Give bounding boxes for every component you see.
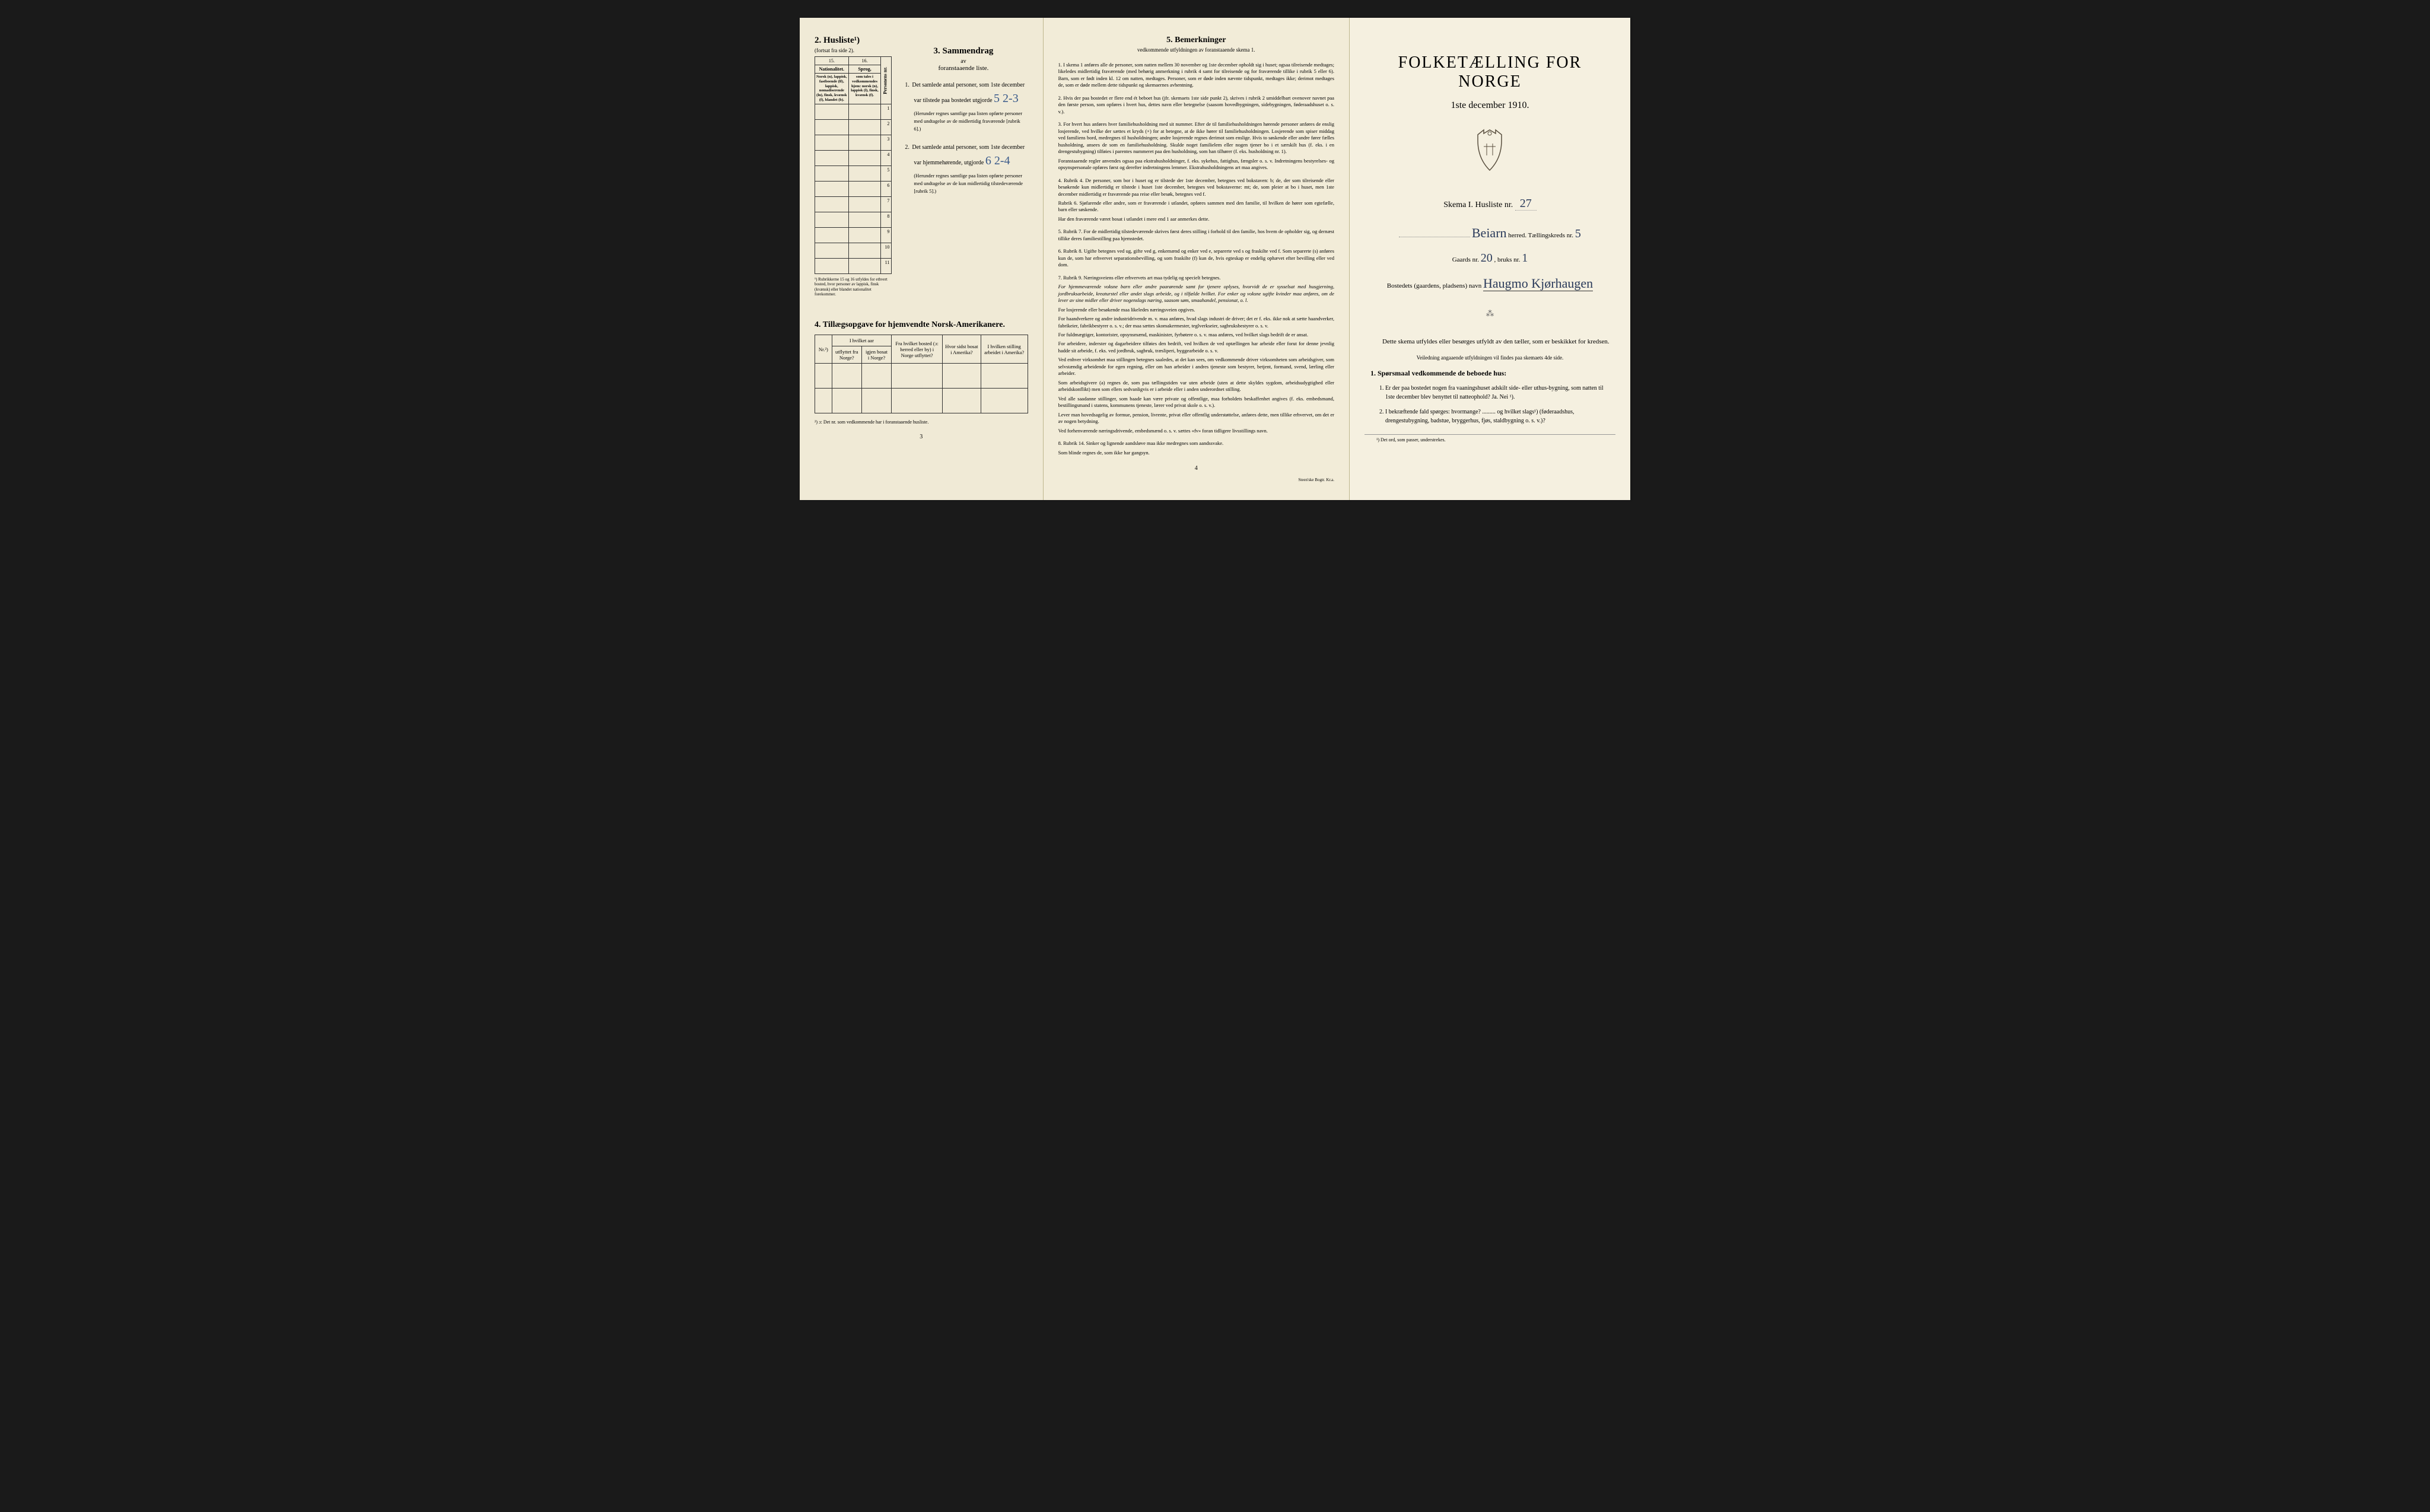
section-5-title: 5. Bemerkninger [1058,36,1334,45]
item1-handwritten: 5 2-3 [994,92,1019,105]
item2-line2: var hjemmehørende, utgjorde [914,160,984,166]
th-stilling: I hvilken stilling arbeidet i Amerika? [981,335,1028,364]
row-1: 1 [881,104,892,119]
section-5-sub: vedkommende utfyldningen av foranstaaend… [1058,47,1334,53]
bemerkning-6: 6. Rubrik 8. Ugifte betegnes ved ug, gif… [1058,248,1334,268]
herred-label: herred. Tællingskreds nr. [1508,232,1573,239]
tilleg-table: Nr.²) I hvilket aar Fra hvilket bosted (… [815,335,1028,413]
sporsmaal-list: Er der paa bostedet nogen fra vaaningshu… [1365,384,1615,425]
kreds-handwritten: 5 [1575,227,1581,240]
row-2: 2 [881,119,892,135]
item2-text: Det samlede antal personer, som 1ste dec… [912,144,1025,151]
main-title: FOLKETÆLLING FOR NORGE [1365,53,1615,91]
page-3: 2. Husliste¹) (fortsat fra side 2). 15. … [800,18,1044,500]
bruks-nr-handwritten: 1 [1522,252,1528,265]
page-4: 5. Bemerkninger vedkommende utfyldningen… [1044,18,1350,500]
gaards-line: Gaards nr. 20 , bruks nr. 1 [1365,252,1615,265]
page-number-4: 4 [1058,465,1334,472]
col-16-header: Sprog, [848,65,881,74]
herred-line: Beiarn herred. Tællingskreds nr. 5 [1365,225,1615,241]
row-11: 11 [881,258,892,273]
col-15-header: Nationalitet. [815,65,849,74]
bosted-handwritten: Haugmo Kjørhaugen [1483,276,1593,291]
bemerkning-8: 8. Rubrik 14. Sinker og lignende aandslø… [1058,440,1334,456]
bemerkning-3: 3. For hvert hus anføres hver familiehus… [1058,121,1334,171]
bosted-label: Bostedets (gaardens, pladsens) navn [1387,282,1481,289]
ornament-divider: ⁂ [1365,309,1615,319]
footnote-right: ¹) Det ord, som passer, understrekes. [1365,434,1615,443]
title-page: FOLKETÆLLING FOR NORGE 1ste december 191… [1350,18,1630,500]
row-6: 6 [881,181,892,196]
census-document: 2. Husliste¹) (fortsat fra side 2). 15. … [800,18,1630,500]
fortsat-note: (fortsat fra side 2). [815,47,892,53]
tilleg-row-1 [815,364,1028,389]
row-5: 5 [881,165,892,181]
instruction-2: Veiledning angaaende utfyldningen vil fi… [1365,354,1615,362]
instruction-1: Dette skema utfyldes eller besørges utfy… [1365,337,1615,347]
col-person-nr: Personens nr. [881,57,892,104]
row-10: 10 [881,243,892,258]
col-15-body: Norsk (n), lappisk, fastboende (lf), lap… [815,74,849,104]
row-8: 8 [881,212,892,227]
section-3-title: 3. Sammendrag [899,46,1028,56]
summary-item-1: 1.Det samlede antal personer, som 1ste d… [905,81,1028,132]
coat-of-arms-icon [1472,129,1507,173]
col-16-body: som tales i vedkommendes hjem: norsk (n)… [848,74,881,104]
question-2: I bekræftende fald spørges: hvormange? .… [1385,408,1610,425]
row-7: 7 [881,196,892,212]
table-footnote-1: ¹) Rubrikkerne 15 og 16 utfyldes for eth… [815,277,892,297]
gaards-label: Gaards nr. [1452,256,1479,263]
skema-line: Skema I. Husliste nr. 27 [1365,197,1615,211]
skema-label: Skema I. Husliste nr. [1443,200,1513,209]
printer-credit: Steen'ske Bogtr. Kr.a. [1058,478,1334,482]
row-4: 4 [881,150,892,165]
footnote-2: ²) ɔ: Det nr. som vedkommende har i fora… [815,419,1028,425]
section-3-av: av [899,58,1028,65]
section-4-title: 4. Tillægsopgave for hjemvendte Norsk-Am… [815,320,1028,330]
col-16-num: 16. [848,57,881,65]
section-3: 3. Sammendrag av foranstaaende liste. 1.… [899,40,1028,297]
th-utflyttet: utflyttet fra Norge? [832,346,861,364]
bemerkning-7: 7. Rubrik 9. Næringsveiens eller erhverv… [1058,275,1334,434]
section-2-title: 2. Husliste¹) [815,36,892,46]
th-aar: I hvilket aar [832,335,891,346]
bemerkning-4: 4. Rubrik 4. De personer, som bor i huse… [1058,177,1334,223]
item1-line2: var tilstede paa bostedet utgjorde [914,97,992,104]
question-1: Er der paa bostedet nogen fra vaaningshu… [1385,384,1610,402]
section-5: 5. Bemerkninger vedkommende utfyldningen… [1058,36,1334,456]
row-3: 3 [881,135,892,150]
bemerkning-5: 5. Rubrik 7. For de midlertidig tilstede… [1058,228,1334,242]
th-nr: Nr.²) [815,335,832,364]
main-date: 1ste december 1910. [1365,100,1615,111]
th-fra: Fra hvilket bosted (ɔ: herred eller by) … [892,335,943,364]
item1-note: (Herunder regnes samtlige paa listen opf… [914,110,1028,132]
th-igjen: igjen bosat i Norge? [861,346,891,364]
bruks-label: , bruks nr. [1494,256,1520,263]
bemerkning-2: 2. Hvis der paa bostedet er flere end ét… [1058,95,1334,115]
row-9: 9 [881,227,892,243]
sporsmaal-title: 1. Spørsmaal vedkommende de beboede hus: [1365,369,1615,378]
section-4: 4. Tillægsopgave for hjemvendte Norsk-Am… [815,320,1028,425]
item2-handwritten: 6 2-4 [985,154,1010,167]
tilleg-row-2 [815,389,1028,413]
section-3-sub: foranstaaende liste. [899,65,1028,72]
husliste-nr-handwritten: 27 [1515,197,1537,211]
bemerkning-1: 1. I skema 1 anføres alle de personer, s… [1058,62,1334,89]
gaards-nr-handwritten: 20 [1481,252,1493,265]
item2-note: (Herunder regnes samtlige paa listen opf… [914,172,1028,195]
col-15-num: 15. [815,57,849,65]
husliste-table: 15. 16. Personens nr. Nationalitet. Spro… [815,56,892,274]
page-number-3: 3 [815,434,1028,440]
herred-handwritten: Beiarn [1472,225,1507,240]
bosted-line: Bostedets (gaardens, pladsens) navn Haug… [1365,276,1615,291]
bemerkninger-list: 1. I skema 1 anføres alle de personer, s… [1058,62,1334,456]
item1-text: Det samlede antal personer, som 1ste dec… [912,82,1025,88]
th-hvor: Hvor sidst bosat i Amerika? [943,335,981,364]
summary-item-2: 2.Det samlede antal personer, som 1ste d… [905,143,1028,195]
